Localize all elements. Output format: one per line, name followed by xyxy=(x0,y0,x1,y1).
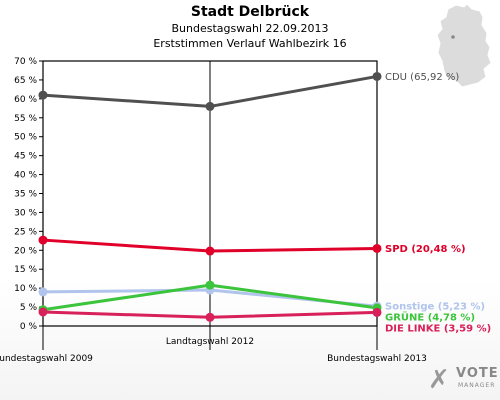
y-tick-label: 20 % xyxy=(14,246,37,256)
chart-title: Stadt Delbrück xyxy=(190,4,310,20)
series-label: SPD (20,48 %) xyxy=(385,244,466,255)
data-point xyxy=(205,280,215,290)
data-point xyxy=(38,287,48,297)
y-tick-label: 25 % xyxy=(14,227,37,237)
x-tick-label: Bundestagswahl 2009 xyxy=(0,354,93,364)
y-tick-label: 30 % xyxy=(14,208,37,218)
y-tick-label: 10 % xyxy=(14,284,37,294)
y-tick-label: 40 % xyxy=(14,171,37,181)
x-tick-label: Landtagswahl 2012 xyxy=(166,337,254,347)
y-tick-label: 70 % xyxy=(14,57,37,67)
series-label: GRÜNE (4,78 %) xyxy=(385,310,475,324)
data-point xyxy=(38,235,48,245)
data-point xyxy=(38,307,48,317)
data-point xyxy=(38,90,48,100)
data-point xyxy=(205,246,215,256)
y-tick-label: 5 % xyxy=(20,303,38,313)
vote-manager-logo: ✗ VOTE MANAGER xyxy=(426,364,500,398)
chart-subtitle-2: Erststimmen Verlauf Wahlbezirk 16 xyxy=(153,37,347,50)
logo-mark-icon: ✗ xyxy=(428,365,450,395)
data-point xyxy=(205,101,215,111)
y-tick-label: 55 % xyxy=(14,114,37,124)
chart-header: Stadt Delbrück Bundestagswahl 22.09.2013… xyxy=(0,4,500,51)
series-label: DIE LINKE (3,59 %) xyxy=(385,324,491,335)
y-tick-label: 65 % xyxy=(14,76,37,86)
x-tick-label: Bundestagswahl 2013 xyxy=(327,354,427,364)
y-tick-label: 45 % xyxy=(14,152,37,162)
data-point xyxy=(372,243,382,253)
y-tick-label: 15 % xyxy=(14,265,37,275)
data-point xyxy=(205,312,215,322)
y-tick-label: 0 % xyxy=(20,322,38,332)
germany-map-icon xyxy=(436,3,492,88)
series-label: Sonstige (5,23 %) xyxy=(385,302,485,313)
data-point xyxy=(372,71,382,81)
y-tick-label: 60 % xyxy=(14,95,37,105)
logo-word: VOTE xyxy=(456,366,499,381)
y-tick-label: 35 % xyxy=(14,190,37,200)
y-tick-label: 50 % xyxy=(14,133,37,143)
chart-subtitle: Bundestagswahl 22.09.2013 xyxy=(171,22,329,35)
logo-sub: MANAGER xyxy=(458,382,496,389)
series-label: CDU (65,92 %) xyxy=(385,72,459,83)
data-point xyxy=(372,307,382,317)
